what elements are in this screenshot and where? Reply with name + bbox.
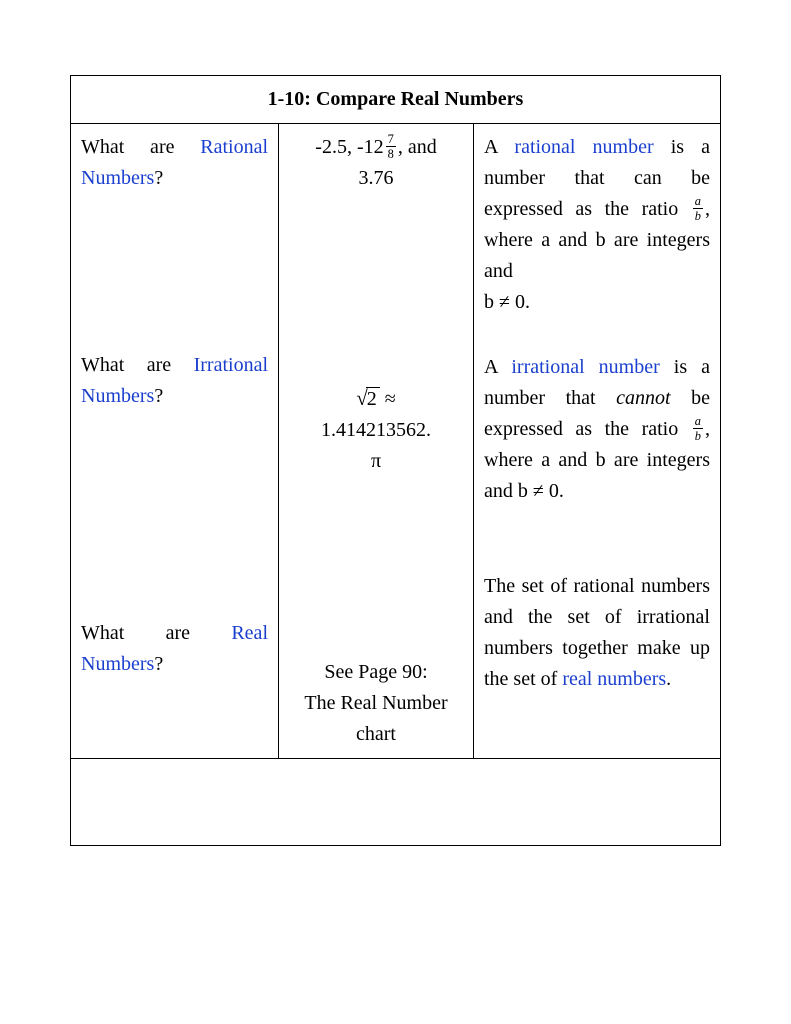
term-link: irrational number [511,356,659,378]
question-text-pre: What are [81,136,200,158]
fraction-7-8: 78 [386,133,396,161]
example-real: See Page 90: The Real Number chart [289,657,463,750]
definition-rational: A rational number is a number that can b… [484,132,710,318]
question-cell: What are Rational Numbers? What are Irra… [71,124,279,759]
approx-symbol: ≈ [380,388,396,410]
example-cell: -2.5, -1278, and 3.76 √2 ≈ 1.414213562. … [279,124,474,759]
def-text: A [484,136,514,158]
def-text: A [484,356,511,378]
example-text: -2.5, -12 [315,136,383,158]
question-text-pre: What are [81,354,194,376]
example-rational: -2.5, -1278, and 3.76 [289,132,463,194]
example-text: See Page 90: [289,657,463,688]
term-link: rational number [514,136,653,158]
sqrt-expression: √2 [356,382,380,415]
table-row: What are Rational Numbers? What are Irra… [71,124,721,759]
example-value: 1.414213562. [289,415,463,446]
example-irrational: √2 ≈ 1.414213562. π [289,382,463,477]
example-text: 3.76 [289,163,463,194]
question-text-post: ? [154,167,163,189]
term-link: real numbers [562,668,666,690]
question-text-post: ? [154,653,163,675]
empty-cell [71,759,721,846]
question-irrational: What are Irrational Numbers? [81,350,268,412]
table-title: 1-10: Compare Real Numbers [71,76,721,124]
def-italic: cannot [616,387,670,409]
question-real: What are Real Numbers? [81,618,268,680]
definition-cell: A rational number is a number that can b… [474,124,721,759]
question-text-pre: What are [81,622,231,644]
def-text-last: b ≠ 0. [484,287,710,318]
title-row: 1-10: Compare Real Numbers [71,76,721,124]
notes-table: 1-10: Compare Real Numbers What are Rati… [70,75,721,846]
fraction-a-b: ab [693,415,703,443]
def-text: . [666,668,671,690]
example-text: , and [398,136,437,158]
example-text: The Real Number chart [289,688,463,750]
empty-footer-row [71,759,721,846]
definition-real: The set of rational numbers and the set … [484,571,710,695]
document-page: 1-10: Compare Real Numbers What are Rati… [0,0,791,921]
fraction-a-b: ab [693,195,703,223]
definition-irrational: A irrational number is a number that can… [484,352,710,507]
question-text-post: ? [154,385,163,407]
pi-symbol: π [289,446,463,477]
